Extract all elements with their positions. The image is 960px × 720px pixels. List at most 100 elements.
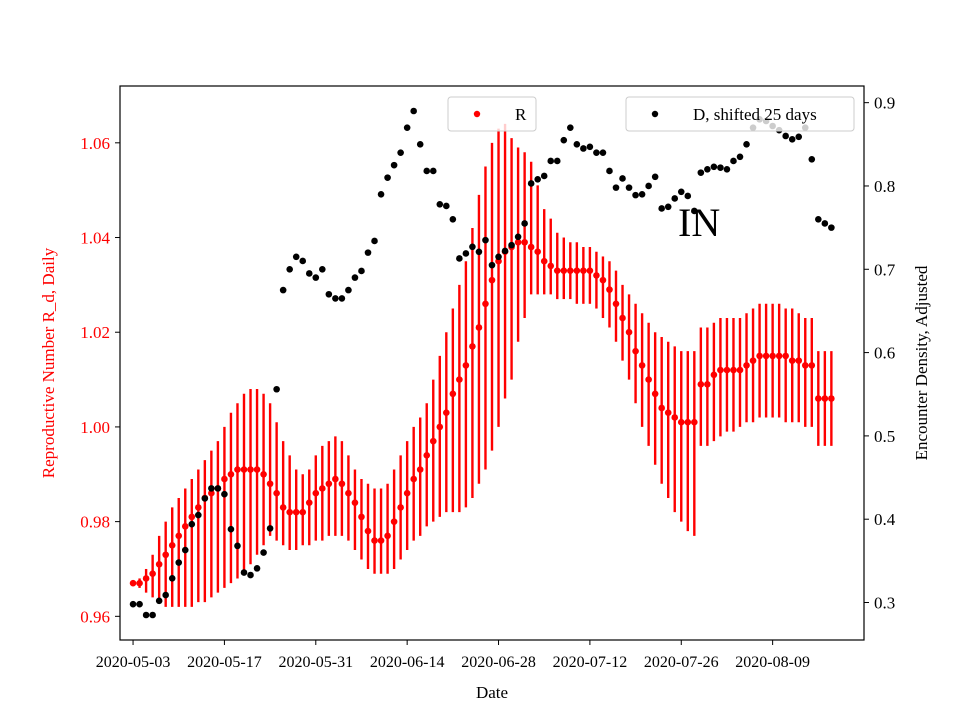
d-point xyxy=(449,215,457,223)
d-point xyxy=(292,253,300,261)
d-point xyxy=(423,167,431,175)
x-axis-label: Date xyxy=(476,683,508,702)
r-point xyxy=(540,257,548,265)
r-point xyxy=(260,470,267,478)
d-point xyxy=(136,600,143,608)
x-tick-label: 2020-07-26 xyxy=(644,654,719,671)
d-point xyxy=(475,248,483,256)
r-point xyxy=(358,513,365,521)
r-point xyxy=(723,366,731,374)
legend-d-box xyxy=(625,96,855,132)
d-point xyxy=(162,591,169,599)
r-point xyxy=(195,504,202,511)
legend-d: D, shifted 25 days xyxy=(625,96,855,132)
r-point xyxy=(625,328,633,336)
y-right-tick-label: 0.3 xyxy=(874,594,895,613)
r-point xyxy=(253,466,261,473)
d-point xyxy=(390,161,398,169)
d-point xyxy=(514,233,522,241)
d-point xyxy=(684,192,692,200)
r-point xyxy=(553,267,561,274)
annotation-state: IN xyxy=(678,200,720,245)
d-point xyxy=(723,166,731,173)
r-point xyxy=(691,418,698,426)
r-point xyxy=(286,508,293,516)
r-point xyxy=(136,579,143,587)
r-point xyxy=(573,267,581,274)
y-right-tick-label: 0.4 xyxy=(874,510,896,529)
d-point xyxy=(299,257,307,265)
d-point xyxy=(253,565,261,572)
r-point xyxy=(449,390,457,398)
y-right-tick-label: 0.6 xyxy=(874,344,895,363)
r-point xyxy=(821,395,829,402)
r-point xyxy=(730,366,737,374)
r-point xyxy=(208,489,215,497)
y-right-axis: 0.3 0.4 0.5 0.6 0.7 0.8 0.9 xyxy=(864,94,896,613)
r-point xyxy=(377,537,385,544)
x-axis: 2020-05-03 2020-05-17 2020-05-31 2020-06-14… xyxy=(96,640,810,671)
d-point xyxy=(397,149,404,156)
r-point xyxy=(756,352,763,360)
d-point xyxy=(782,132,789,140)
r-point xyxy=(795,357,803,364)
d-point xyxy=(540,172,548,180)
d-point xyxy=(358,267,365,275)
r-point xyxy=(266,480,274,488)
d-point xyxy=(567,124,574,131)
d-point xyxy=(736,153,744,161)
r-point xyxy=(436,423,444,431)
r-point xyxy=(514,238,522,246)
r-point xyxy=(456,376,463,383)
d-point xyxy=(201,495,209,502)
r-point xyxy=(612,300,620,308)
r-point xyxy=(332,475,339,483)
r-point xyxy=(762,352,770,360)
d-point xyxy=(332,295,339,302)
d-point xyxy=(247,571,254,579)
r-point xyxy=(697,381,705,388)
x-tick-label: 2020-08-09 xyxy=(735,654,810,671)
r-point xyxy=(338,480,346,488)
r-point xyxy=(168,541,176,549)
d-point xyxy=(462,250,470,257)
d-point xyxy=(651,173,659,181)
r-point xyxy=(397,504,404,511)
r-point xyxy=(815,395,822,402)
d-point xyxy=(168,575,176,582)
legend-d-marker xyxy=(651,110,659,118)
d-point xyxy=(553,157,561,165)
legend-d-label: D, shifted 25 days xyxy=(693,105,817,124)
r-point xyxy=(234,466,241,473)
d-point xyxy=(625,184,633,191)
y-left-tick-label: 0.96 xyxy=(80,607,110,626)
d-point xyxy=(371,237,378,245)
r-point xyxy=(736,366,744,374)
r-point xyxy=(149,570,156,578)
legend-r-box xyxy=(447,96,537,132)
r-series xyxy=(129,123,835,607)
r-point xyxy=(319,485,326,492)
r-point xyxy=(403,489,411,497)
r-point xyxy=(462,362,470,369)
d-point xyxy=(586,143,594,151)
d-point xyxy=(527,180,535,187)
y-left-axis: 0.96 0.98 1.00 1.02 1.04 1.06 xyxy=(80,134,120,626)
y-right-tick-label: 0.5 xyxy=(874,427,895,446)
d-point xyxy=(560,136,568,144)
d-point xyxy=(534,176,541,183)
d-point xyxy=(325,290,333,298)
d-point xyxy=(547,157,555,165)
d-point xyxy=(788,136,796,143)
d-point xyxy=(599,149,607,156)
x-tick-label: 2020-05-31 xyxy=(278,654,353,671)
d-point xyxy=(638,191,646,198)
r-point xyxy=(325,480,333,488)
d-point xyxy=(658,205,665,212)
plot-frame xyxy=(119,85,865,641)
y-left-tick-label: 1.04 xyxy=(80,229,110,248)
d-point xyxy=(501,247,509,255)
d-point xyxy=(495,253,502,261)
d-point xyxy=(664,203,672,211)
x-tick-label: 2020-05-03 xyxy=(96,654,171,671)
